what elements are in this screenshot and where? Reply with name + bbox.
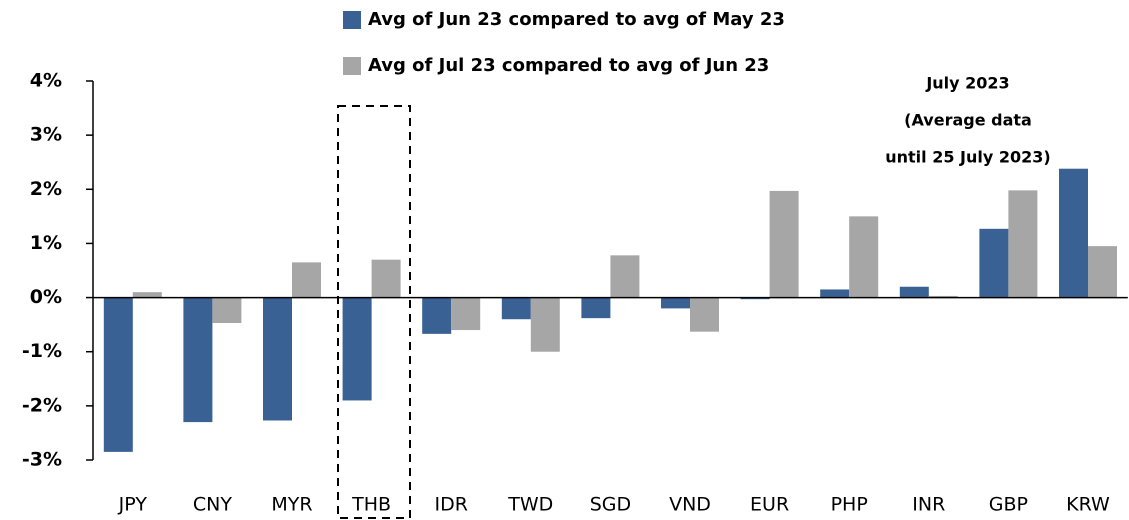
annotation: (Average data — [904, 111, 1032, 130]
bar — [1059, 168, 1088, 298]
x-tick-label: GBP — [989, 494, 1028, 516]
bar — [292, 262, 321, 298]
bar — [928, 295, 958, 298]
bar — [263, 297, 292, 421]
x-tick-label: CNY — [193, 494, 232, 516]
y-tick-label: -1% — [22, 340, 62, 362]
bar — [661, 297, 690, 309]
bar — [1088, 246, 1117, 298]
y-tick-label: 4% — [30, 70, 62, 92]
legend-swatch — [343, 57, 361, 75]
legend-swatch — [343, 11, 361, 29]
bar — [371, 259, 401, 298]
x-tick-label: THB — [351, 494, 391, 516]
annotation: until 25 July 2023) — [885, 148, 1050, 167]
bar — [899, 286, 929, 298]
x-tick-label: KRW — [1066, 494, 1110, 516]
bar — [212, 297, 242, 324]
bar — [769, 190, 799, 298]
bar — [1008, 190, 1038, 298]
y-tick-label: -2% — [22, 394, 62, 416]
y-tick-label: 3% — [30, 124, 62, 146]
x-tick-label: JPY — [118, 494, 148, 516]
x-tick-label: TWD — [507, 494, 553, 516]
bar — [132, 292, 162, 298]
y-tick-label: -3% — [22, 449, 62, 471]
bar — [690, 297, 719, 332]
x-tick-label: INR — [912, 494, 945, 516]
x-tick-label: IDR — [434, 494, 467, 516]
highlight-box — [337, 105, 411, 519]
x-tick-label: EUR — [750, 494, 789, 516]
bar — [581, 297, 611, 319]
bar — [849, 216, 879, 298]
bar — [183, 297, 213, 423]
x-tick-label: SGD — [590, 494, 631, 516]
bar — [103, 297, 133, 452]
legend-label: Avg of Jul 23 compared to avg of Jun 23 — [368, 55, 769, 76]
bar — [501, 297, 531, 320]
x-tick-label: PHP — [831, 494, 868, 516]
y-tick-label: 1% — [30, 232, 62, 254]
x-tick-label: VND — [669, 494, 711, 516]
bar — [979, 228, 1009, 298]
y-tick-label: 2% — [30, 178, 62, 200]
bar — [610, 255, 640, 298]
bar — [820, 289, 850, 298]
bar — [740, 297, 770, 300]
bar — [451, 297, 481, 331]
x-tick-label: MYR — [271, 494, 312, 516]
bar — [530, 297, 560, 352]
bar — [422, 297, 452, 334]
annotation: July 2023 — [925, 74, 1009, 93]
y-tick-label: 0% — [30, 286, 62, 308]
legend-label: Avg of Jun 23 compared to avg of May 23 — [368, 9, 785, 30]
bar — [342, 297, 372, 401]
